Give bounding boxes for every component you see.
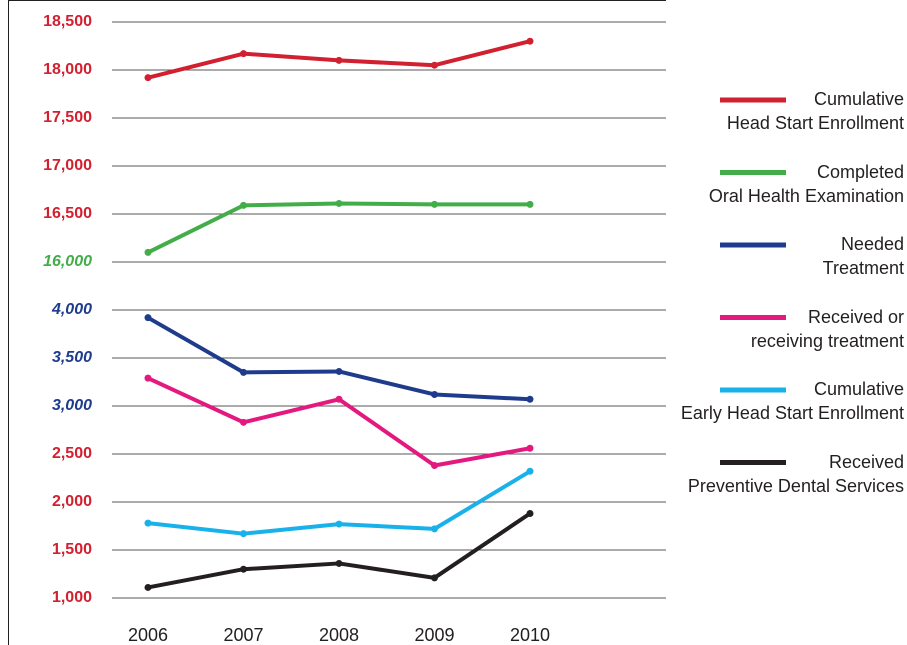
data-point (335, 395, 343, 403)
y-tick-label: 18,500 (43, 13, 92, 30)
data-point (431, 574, 438, 582)
data-point (144, 314, 152, 322)
data-point (526, 444, 534, 452)
data-point (335, 559, 343, 567)
data-point (526, 37, 534, 45)
x-tick-label: 2006 (128, 625, 168, 645)
data-point (240, 201, 247, 209)
data-point (144, 74, 152, 82)
y-tick-label: 4,000 (51, 301, 92, 318)
data-point (240, 530, 247, 538)
y-tick-label: 2,000 (52, 493, 92, 510)
x-tick-label: 2007 (223, 625, 263, 645)
legend-label: Needed Treatment (822, 234, 904, 278)
data-point (526, 467, 534, 475)
series-line (147, 376, 531, 468)
y-tick-label: 1,000 (52, 589, 92, 606)
data-point (431, 462, 438, 470)
x-tick-label: 2010 (510, 625, 550, 645)
data-point (144, 519, 152, 527)
legend-label: Completed Oral Health Examination (708, 161, 904, 206)
data-point (144, 248, 152, 256)
data-point (526, 200, 534, 208)
y-tick-label: 16,500 (43, 205, 92, 222)
series-line (147, 315, 531, 402)
data-point (335, 56, 343, 64)
data-point (335, 199, 343, 207)
y-tick-label: 3,000 (52, 397, 92, 414)
legend-label: Received or receiving treatment (750, 306, 904, 351)
y-tick-label: 17,500 (43, 109, 92, 126)
y-tick-label: 17,000 (43, 157, 92, 174)
data-point (431, 200, 438, 208)
data-point (526, 395, 534, 403)
data-point (335, 367, 343, 375)
y-tick-label: 1,500 (52, 541, 92, 558)
data-point (240, 368, 247, 376)
y-tick-label: 18,000 (43, 61, 92, 78)
x-tick-label: 2009 (414, 625, 454, 645)
data-point (240, 50, 247, 58)
data-point (144, 374, 152, 382)
data-point (526, 510, 534, 518)
legend-label: Cumulative Head Start Enrollment (726, 89, 904, 133)
data-point (240, 565, 247, 573)
data-point (431, 390, 438, 398)
legend-label: Cumulative Early Head Start Enrollment (680, 379, 904, 423)
series-line (147, 201, 530, 255)
y-tick-label: 3,500 (52, 349, 92, 366)
y-tick-label: 2,500 (52, 445, 92, 462)
x-tick-label: 2008 (319, 625, 359, 645)
data-point (144, 583, 152, 591)
data-point (431, 525, 438, 533)
data-point (240, 418, 247, 426)
y-tick-label: 16,000 (43, 253, 92, 270)
data-point (335, 520, 343, 528)
legend-label: Received Preventive Dental Services (687, 451, 904, 496)
data-point (431, 61, 438, 69)
